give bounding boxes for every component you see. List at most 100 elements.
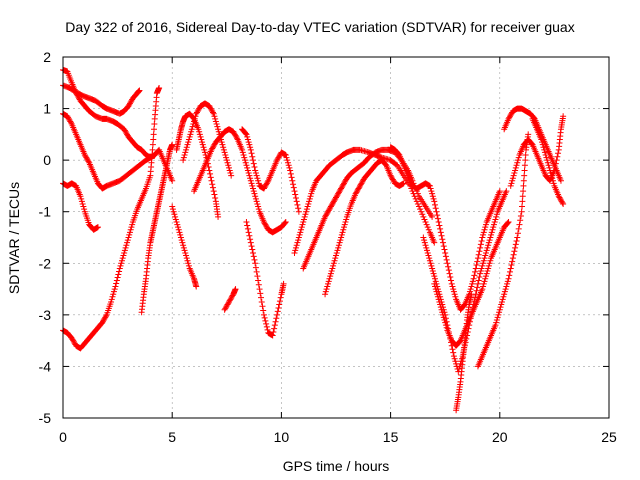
data-point [263,222,270,229]
data-point [447,274,454,281]
data-point [245,170,252,177]
data-point [186,133,193,140]
data-point [190,121,197,128]
data-point [354,186,361,193]
data-point [522,151,529,158]
data-point [122,128,129,135]
data-point [284,157,291,164]
data-point [285,162,292,169]
data-point [511,248,518,255]
data-point [502,286,509,293]
data-point [156,84,163,91]
data-point [322,213,329,220]
data-point [80,203,87,210]
data-point [252,170,259,177]
data-point [442,253,449,260]
data-point [180,157,187,164]
data-point [520,188,527,195]
data-point [246,232,253,239]
y-tick-label: -5 [39,410,52,426]
data-point [428,262,435,269]
data-point [477,268,484,275]
data-point [484,244,491,251]
data-point [332,195,339,202]
data-point [300,219,307,226]
data-point [232,286,239,293]
data-point [276,301,283,308]
data-point [520,177,527,184]
data-point [492,322,499,329]
data-point [195,106,202,113]
data-point [185,262,192,269]
data-point [485,242,492,249]
data-point [482,249,489,256]
data-point [300,216,307,223]
data-point [424,247,430,254]
data-point [196,131,203,138]
data-point [239,146,246,153]
data-point [294,239,301,246]
data-point [110,291,117,298]
data-point [262,182,269,189]
data-point [299,221,306,228]
data-point [507,112,514,119]
data-point [542,151,549,158]
data-point [358,180,365,187]
data-point [290,181,297,188]
data-point [547,167,554,174]
data-point [246,172,253,179]
y-tick-label: -2 [39,255,52,271]
data-point [353,189,360,196]
data-point [117,262,124,269]
data-point [467,286,474,293]
data-point [427,185,434,192]
data-point [426,182,433,189]
data-point [115,271,122,278]
data-point [109,293,116,300]
data-point [255,281,262,288]
data-point [474,284,481,291]
data-point [183,146,190,153]
data-point [471,272,478,279]
data-point [185,139,192,146]
data-point [474,280,481,287]
data-point [468,283,475,290]
data-point [247,144,254,151]
data-point [274,157,281,164]
data-point [493,317,500,324]
data-point [241,154,248,161]
data-point [149,146,156,153]
data-point [487,234,494,241]
data-point [507,265,514,272]
data-point [121,249,128,256]
data-point [480,280,487,287]
data-point [499,296,506,303]
data-point [540,144,547,151]
data-point [553,157,560,164]
data-point [220,144,227,151]
data-point [493,319,500,326]
data-point [389,175,396,182]
data-point [257,290,264,297]
data-point [428,188,435,195]
data-point [335,189,342,196]
data-point [187,131,194,138]
data-point [341,224,348,231]
data-point [150,136,157,143]
data-point [101,315,108,322]
data-point [174,221,181,228]
data-point [322,291,329,298]
data-point [417,206,424,213]
data-point [541,146,548,153]
data-point [482,221,489,228]
data-point [255,180,262,187]
data-point [480,283,487,290]
data-point [335,242,342,249]
data-point [515,154,522,161]
data-point [185,136,192,143]
data-point [440,239,447,246]
data-point [545,162,552,169]
data-point [451,291,458,298]
data-point [485,262,492,269]
data-point [224,301,231,308]
